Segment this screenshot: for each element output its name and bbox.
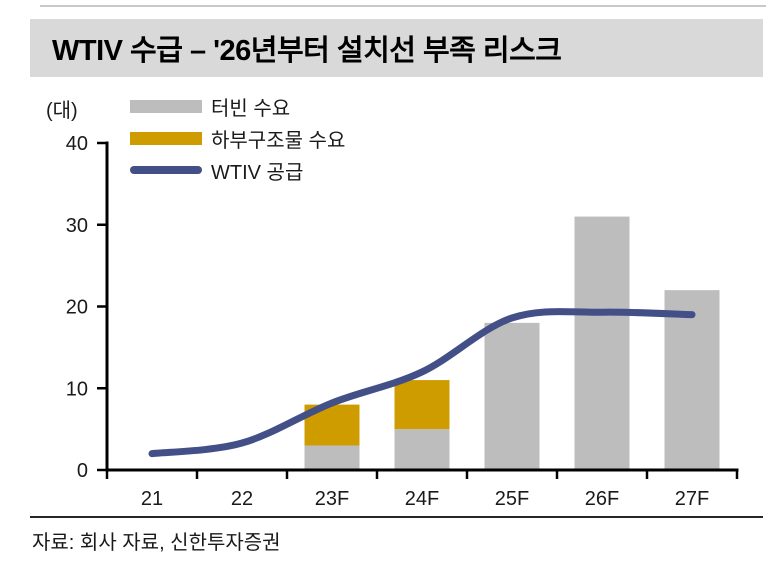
y-tick-label: 40 [66, 133, 88, 155]
top-divider-line [40, 5, 766, 7]
bottom-divider-line [30, 516, 763, 518]
x-tick-label: 26F [585, 488, 619, 510]
y-tick-label: 30 [66, 215, 88, 237]
y-tick-label: 10 [66, 378, 88, 400]
legend-item-turbine-demand: 터빈 수요 [130, 90, 345, 122]
bar-segment-27F [664, 290, 720, 470]
legend-label-wtiv-supply: WTIV 공급 [211, 161, 304, 184]
y-axis-unit-label: (대) [46, 100, 78, 122]
bar-segment-24F [394, 429, 450, 470]
turbine-demand-swatch [130, 99, 202, 113]
substructure-demand-swatch [130, 131, 202, 145]
wtiv-supply-line-swatch [130, 166, 202, 174]
chart-title-bar: WTIV 수급 – '26년부터 설치선 부족 리스크 [30, 19, 763, 77]
source-text: 자료: 회사 자료, 신한투자증권 [32, 532, 281, 554]
bar-segment-26F [574, 216, 630, 470]
chart-legend: 터빈 수요 하부구조물 수요 WTIV 공급 [130, 90, 345, 186]
x-tick-label: 25F [495, 488, 529, 510]
x-tick-label: 21 [141, 488, 163, 510]
legend-item-wtiv-supply: WTIV 공급 [130, 154, 345, 186]
wtiv-supply-line [148, 308, 696, 458]
y-tick-label: 0 [77, 460, 88, 482]
bar-segment-24F [394, 380, 450, 430]
x-tick-label: 27F [675, 488, 709, 510]
x-tick-label: 24F [405, 488, 439, 510]
bar-segment-23F [304, 445, 360, 470]
x-tick-label: 23F [315, 488, 349, 510]
legend-label-substructure-demand: 하부구조물 수요 [211, 129, 346, 152]
legend-label-turbine-demand: 터빈 수요 [211, 97, 291, 120]
chart-title: WTIV 수급 – '26년부터 설치선 부족 리스크 [52, 35, 562, 67]
y-tick-label: 20 [66, 297, 88, 319]
legend-item-substructure-demand: 하부구조물 수요 [130, 122, 345, 154]
x-tick-label: 22 [231, 488, 253, 510]
bar-segment-25F [484, 322, 540, 470]
